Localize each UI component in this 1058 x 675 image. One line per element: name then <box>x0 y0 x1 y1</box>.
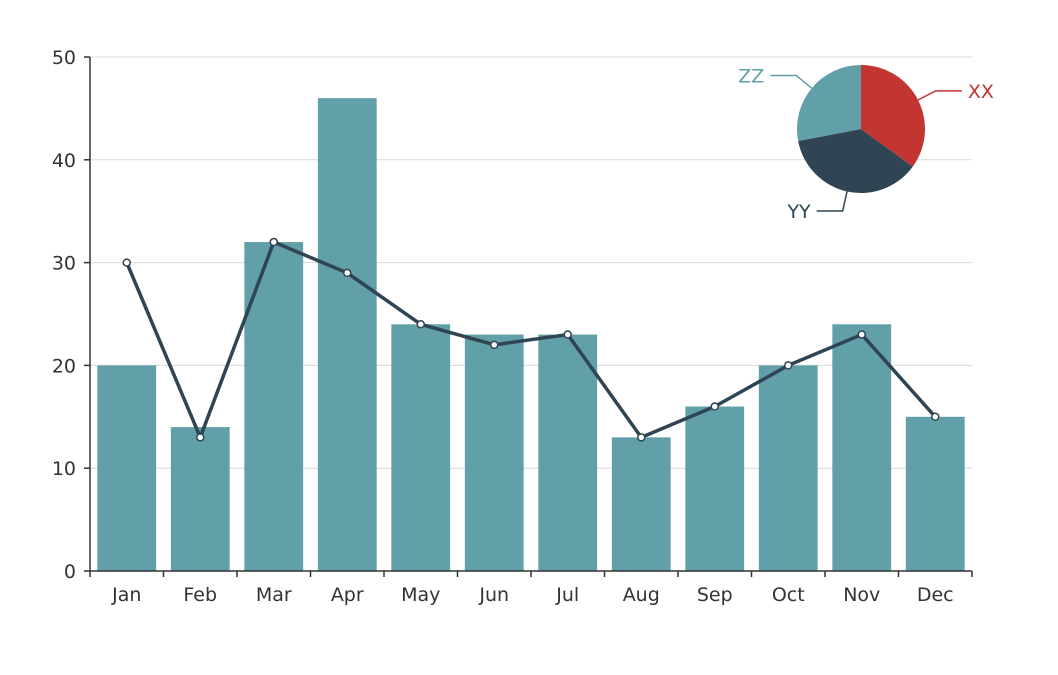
pie-label: XX <box>968 81 994 103</box>
x-tick-label: Feb <box>183 584 217 606</box>
pie-label: ZZ <box>738 65 764 87</box>
line-point <box>196 433 205 442</box>
y-tick-label: 40 <box>52 150 76 172</box>
bar <box>611 437 671 571</box>
y-tick-label: 30 <box>52 253 76 275</box>
bar <box>685 406 745 571</box>
bar <box>170 427 230 571</box>
x-tick-label: Nov <box>843 584 880 606</box>
pie-slice <box>798 129 913 194</box>
bar <box>758 365 818 571</box>
bar <box>391 324 451 571</box>
x-tick-label: Jan <box>111 584 141 606</box>
line-point <box>416 320 425 329</box>
x-tick-label: Aug <box>623 584 660 606</box>
axes: 0 10 20 30 40 50 Jan Feb Mar Apr May Jun Jul Aug Sep Oc… <box>52 47 973 606</box>
line-point <box>122 258 131 267</box>
pie-label: YY <box>786 201 811 223</box>
line-point <box>343 268 352 278</box>
x-tick-label: Jul <box>555 584 579 606</box>
y-tick-label: 50 <box>52 47 76 69</box>
line-point <box>490 340 499 350</box>
pie-leader-line <box>816 191 848 212</box>
bar <box>832 324 892 571</box>
y-tick-label: 0 <box>64 561 76 583</box>
pie-leader-line <box>917 90 962 101</box>
line-series <box>122 237 940 442</box>
x-tick-label: May <box>401 584 440 606</box>
bar <box>97 365 157 571</box>
line-point <box>637 433 646 442</box>
x-tick-label: Dec <box>917 584 954 606</box>
x-tick-label: Sep <box>697 584 733 606</box>
bar <box>905 416 965 571</box>
pie-inset: XX YY ZZ <box>738 65 994 223</box>
line-point <box>784 361 793 370</box>
line-point <box>857 330 866 339</box>
bar <box>538 334 598 571</box>
x-tick-label: Mar <box>256 584 292 606</box>
y-tick-label: 20 <box>52 355 76 377</box>
pie-slice <box>797 65 861 141</box>
x-tick-label: Jun <box>478 584 509 606</box>
line-point <box>269 237 278 247</box>
pie-leader-line <box>770 74 813 89</box>
y-tick-label: 10 <box>52 458 76 480</box>
pie-slice <box>861 65 925 167</box>
line-point <box>710 402 719 411</box>
bar <box>464 334 524 571</box>
line-point <box>563 330 572 339</box>
x-tick-label: Oct <box>772 584 805 606</box>
bar <box>317 98 377 572</box>
x-tick-label: Apr <box>331 584 364 606</box>
line-point <box>931 412 940 422</box>
bar <box>244 242 304 572</box>
line-path <box>125 240 937 440</box>
